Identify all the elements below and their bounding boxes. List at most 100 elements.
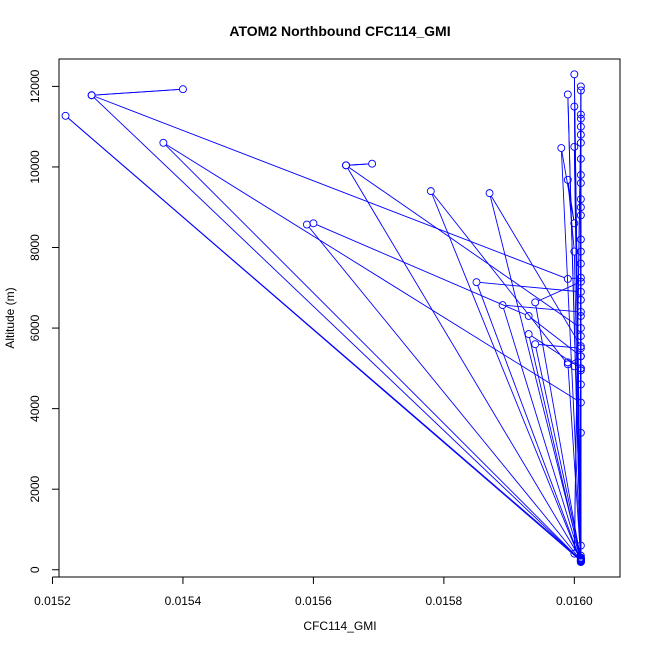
data-point: [570, 219, 579, 228]
data-point: [524, 330, 533, 339]
series-segment: [489, 196, 581, 556]
data-point: [576, 154, 585, 163]
data-point: [531, 340, 540, 349]
data-point: [576, 247, 585, 256]
data-point: [576, 235, 585, 244]
data-point: [576, 557, 585, 566]
y-tick-label: 10000: [28, 150, 42, 184]
data-point: [576, 179, 585, 188]
series-segment: [348, 166, 579, 327]
data-point: [472, 278, 481, 287]
series-segment: [535, 305, 581, 558]
series-segment: [477, 285, 581, 559]
series-segment: [479, 282, 578, 292]
data-point: [570, 142, 579, 151]
data-point: [570, 247, 579, 256]
data-point: [576, 130, 585, 139]
series-segment: [349, 163, 369, 166]
data-point: [570, 102, 579, 111]
data-point: [576, 352, 585, 361]
x-tick-label: 0.0160: [556, 594, 593, 608]
chart-title: ATOM2 Northbound CFC114_GMI: [229, 23, 450, 39]
y-tick-label: 8000: [28, 234, 42, 261]
series-lines: [67, 77, 582, 559]
data-point: [531, 298, 540, 307]
data-point: [576, 342, 585, 351]
y-tick-label: 2000: [28, 476, 42, 503]
series-points: [61, 70, 585, 567]
data-point: [87, 91, 96, 100]
data-point: [576, 273, 585, 282]
series-segment: [567, 97, 582, 555]
data-point: [576, 82, 585, 91]
series-segment: [529, 337, 581, 558]
data-point: [570, 70, 579, 79]
data-point: [570, 362, 579, 371]
data-point: [576, 211, 585, 220]
series-segment: [165, 144, 579, 559]
data-point: [576, 366, 585, 375]
data-point: [563, 175, 572, 184]
y-tick-label: 0: [28, 566, 42, 573]
y-tick-label: 4000: [28, 395, 42, 422]
data-point: [576, 553, 585, 562]
data-point: [576, 332, 585, 341]
data-point: [576, 203, 585, 212]
data-point: [563, 358, 572, 367]
data-point: [576, 277, 585, 286]
data-point: [576, 380, 585, 389]
data-point: [576, 287, 585, 296]
y-axis-label: Altitude (m): [3, 287, 17, 348]
series-segment: [431, 194, 580, 559]
data-point: [576, 259, 585, 268]
y-tick-label: 12000: [28, 69, 42, 103]
series-segment: [571, 277, 578, 280]
data-point: [576, 295, 585, 304]
data-point: [178, 85, 187, 94]
data-point: [61, 111, 70, 120]
x-axis: 0.0152 0.0154 0.0156 0.0158 0.0160: [34, 576, 593, 608]
series-segment: [166, 144, 579, 402]
data-point: [426, 187, 435, 196]
data-point: [576, 344, 585, 353]
data-point: [576, 122, 585, 131]
series-segment: [308, 226, 579, 558]
x-tick-label: 0.0156: [295, 594, 332, 608]
series-segment: [316, 224, 526, 316]
plot-frame: [58, 58, 621, 578]
series-segment: [93, 97, 579, 559]
data-point: [563, 274, 572, 283]
series-segment: [531, 317, 579, 355]
x-tick-label: 0.0154: [165, 594, 202, 608]
data-point: [576, 308, 585, 316]
series-segment: [347, 168, 580, 557]
data-point: [302, 220, 311, 229]
data-point: [576, 138, 585, 147]
data-point: [576, 114, 585, 123]
y-axis: 0 2000 4000 6000 8000 10000 12000: [28, 69, 60, 573]
data-point: [309, 219, 318, 228]
data-point: [485, 189, 494, 198]
x-axis-label: CFC114_GMI: [303, 619, 376, 633]
data-point: [576, 551, 585, 560]
data-point: [576, 324, 585, 333]
series-segment: [567, 183, 575, 249]
series-segment: [573, 150, 582, 553]
series-segment: [573, 255, 582, 557]
series-segment: [432, 193, 566, 362]
series-segment: [535, 347, 581, 555]
x-tick-label: 0.0158: [426, 594, 463, 608]
series-segment: [94, 96, 565, 279]
data-point: [557, 144, 566, 152]
series-segment: [506, 304, 578, 313]
data-point: [576, 398, 585, 407]
data-point: [159, 138, 168, 147]
series-segment: [95, 88, 180, 96]
series-segment: [570, 357, 579, 363]
data-point: [576, 110, 585, 119]
x-tick-label: 0.0152: [34, 594, 71, 608]
data-point: [576, 428, 585, 437]
data-point: [563, 90, 572, 99]
y-tick-label: 6000: [28, 314, 42, 341]
